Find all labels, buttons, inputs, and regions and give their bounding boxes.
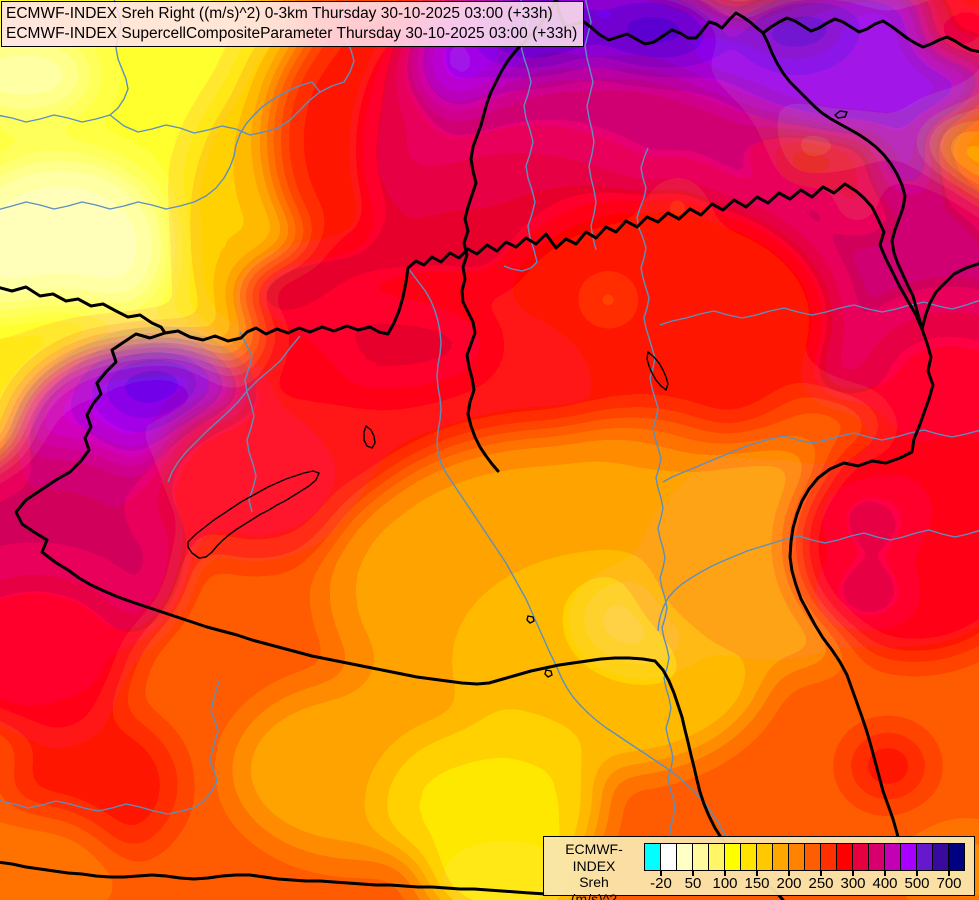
title-line-2: ECMWF-INDEX SupercellCompositeParameter … [6,24,578,42]
legend-color-cell [645,844,660,870]
legend-units-label: (m/s)^2 [570,890,618,900]
river [636,147,676,839]
legend-tick [660,870,662,876]
legend-color-cell [932,844,948,870]
legend-tick [916,870,918,876]
border [788,262,979,848]
lake-balaton [187,470,320,559]
legend-tick-label: 50 [684,875,702,892]
lake-tisza [646,351,669,391]
river [407,267,738,861]
legend-tick [948,870,950,876]
border [555,0,979,54]
legend-tick [884,870,886,876]
legend-color-cell [804,844,820,870]
legend-color-cell [756,844,772,870]
small-lake [834,110,848,119]
legend-color-cell [676,844,692,870]
title-line-1: ECMWF-INDEX Sreh Right ((m/s)^2) 0-3km T… [6,5,553,22]
legend-parameter-label: Sreh [579,874,609,890]
legend-color-cell [900,844,916,870]
legend-color-cell [948,844,964,870]
legend-color-cell [868,844,884,870]
legend-color-cell [820,844,836,870]
river [659,299,979,326]
legend-color-cell [724,844,740,870]
legend-tick-label: 200 [776,875,802,892]
rivers [0,0,979,861]
legend-tick [852,870,854,876]
legend-tick [756,870,758,876]
legend-colorbar [644,843,965,871]
river [657,529,979,632]
river [584,0,597,251]
border [0,860,548,896]
river [0,680,220,815]
legend-tick [692,870,694,876]
border [460,0,558,473]
legend-tick-label: 300 [840,875,866,892]
legend-color-cell [772,844,788,870]
river [503,0,538,272]
legend-tick-label: 150 [744,875,770,892]
legend-color-cell [708,844,724,870]
legend-color-cell [836,844,852,870]
legend-color-cell [740,844,756,870]
legend-tick-label: 250 [808,875,834,892]
legend-tick-label: 400 [872,875,898,892]
legend-color-cell [884,844,900,870]
border [761,31,924,331]
river [0,81,321,210]
legend-color-cell [916,844,932,870]
lake-neusiedl [363,425,376,449]
legend-tick-label: 100 [712,875,738,892]
legend-product-label: ECMWF-INDEX [565,841,623,874]
lakes [187,110,848,678]
border [14,331,785,900]
river [167,335,301,483]
title-box: ECMWF-INDEX Sreh Right ((m/s)^2) 0-3km T… [1,1,585,47]
legend-color-cell [852,844,868,870]
legend-color-cell [692,844,708,870]
small-lake [526,615,535,624]
river [239,331,257,513]
legend-tick [820,870,822,876]
legend-tick-label: -20 [650,875,672,892]
legend-labels: ECMWF-INDEX Sreh (m/s)^2 [544,841,644,900]
small-lake [544,669,553,678]
legend-tick-label: 500 [904,875,930,892]
legend-tick-label: 700 [936,875,962,892]
legend-tick [788,870,790,876]
legend-color-cell [788,844,804,870]
legend-box: ECMWF-INDEX Sreh (m/s)^2 -20 50 100 150 200 2… [543,836,975,900]
river [662,429,979,483]
legend-tick [724,870,726,876]
border [0,182,924,343]
legend-color-cell [660,844,676,870]
